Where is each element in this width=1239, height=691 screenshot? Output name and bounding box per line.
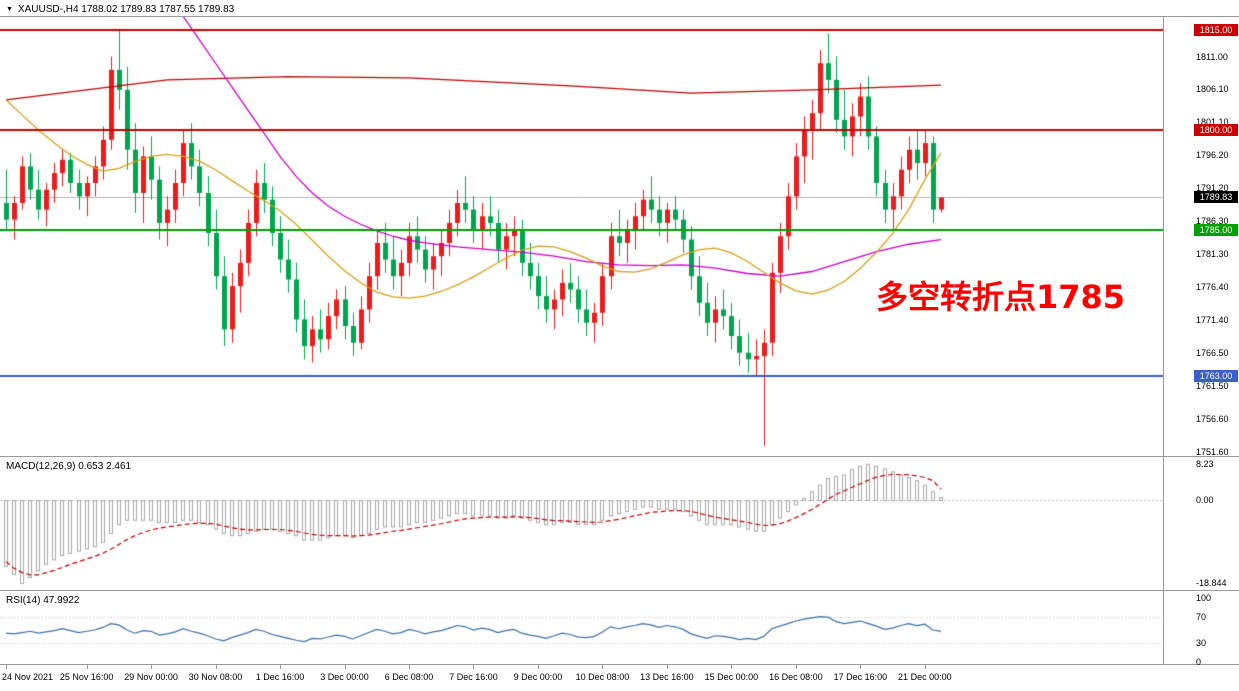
time-axis-tick bbox=[667, 665, 668, 669]
time-axis-tick bbox=[216, 665, 217, 669]
price-axis-separator bbox=[1163, 16, 1164, 665]
price-axis-label: 1776.40 bbox=[1196, 281, 1229, 292]
time-axis-label: 10 Dec 08:00 bbox=[575, 672, 630, 682]
level-price-badge: 1800.00 bbox=[1194, 123, 1238, 136]
rsi-canvas[interactable] bbox=[0, 592, 1163, 664]
price-axis-label: 1806.10 bbox=[1196, 84, 1229, 95]
price-axis-label: 1761.50 bbox=[1196, 380, 1229, 391]
macd-axis-label: 0.00 bbox=[1196, 495, 1214, 505]
rsi-title: RSI(14) 47.9922 bbox=[6, 595, 80, 606]
time-axis-tick bbox=[925, 665, 926, 669]
price-axis-label: 1801.10 bbox=[1196, 117, 1229, 128]
time-axis-tick bbox=[87, 665, 88, 669]
chart-title: XAUUSD-,H4 1788.02 1789.83 1787.55 1789.… bbox=[17, 4, 235, 15]
time-axis-label: 21 Dec 00:00 bbox=[898, 672, 952, 682]
price-axis-label: 1766.50 bbox=[1196, 347, 1229, 358]
time-axis-label: 17 Dec 16:00 bbox=[833, 672, 888, 682]
time-axis-label: 1 Dec 16:00 bbox=[255, 672, 305, 682]
time-axis-label: 30 Nov 08:00 bbox=[188, 672, 243, 682]
time-axis-tick bbox=[280, 665, 281, 669]
macd-canvas[interactable] bbox=[0, 458, 1163, 589]
level-price-badge: 1785.00 bbox=[1194, 223, 1238, 236]
rsi-axis-label: 70 bbox=[1196, 612, 1207, 623]
panel-separator bbox=[0, 456, 1239, 457]
time-axis-tick bbox=[345, 665, 346, 669]
macd-title: MACD(12,26,9) 0.653 2.461 bbox=[6, 461, 132, 472]
price-chart-canvas[interactable] bbox=[0, 17, 1163, 456]
time-axis-tick bbox=[860, 665, 861, 669]
price-axis-label: 1811.00 bbox=[1196, 51, 1228, 62]
time-axis-label: 9 Dec 00:00 bbox=[513, 672, 563, 682]
time-axis-label: 25 Nov 16:00 bbox=[59, 672, 114, 682]
annotation-text[interactable]: 多空转折点1785 bbox=[876, 278, 1126, 316]
time-axis-tick bbox=[151, 665, 152, 669]
rsi-axis-label: 100 bbox=[1196, 593, 1212, 603]
time-axis-label: 15 Dec 00:00 bbox=[704, 672, 759, 682]
time-axis-tick bbox=[731, 665, 732, 669]
price-axis-label: 1786.30 bbox=[1196, 215, 1229, 226]
time-axis-tick bbox=[6, 665, 7, 669]
time-axis-tick bbox=[473, 665, 474, 669]
time-axis-tick bbox=[602, 665, 603, 669]
time-axis-label: 6 Dec 08:00 bbox=[384, 672, 434, 682]
time-axis-tick bbox=[796, 665, 797, 669]
collapse-triangle-icon[interactable]: ▼ bbox=[6, 6, 13, 13]
time-axis-label: 7 Dec 16:00 bbox=[449, 672, 498, 682]
level-price-badge: 1763.00 bbox=[1194, 369, 1238, 382]
chart-header: ▼ XAUUSD-,H4 1788.02 1789.83 1787.55 178… bbox=[6, 3, 234, 16]
price-axis-label: 1791.20 bbox=[1196, 183, 1229, 194]
time-axis-label: 29 Nov 00:00 bbox=[124, 672, 178, 682]
panel-separator bbox=[0, 16, 1239, 17]
panel-separator bbox=[0, 664, 1239, 665]
macd-axis-label: -18.844 bbox=[1196, 577, 1227, 588]
price-axis-label: 1756.60 bbox=[1196, 413, 1229, 424]
time-axis-label: 16 Dec 08:00 bbox=[769, 672, 823, 682]
macd-axis-label: 8.23 bbox=[1196, 458, 1214, 469]
time-axis-tick bbox=[409, 665, 410, 669]
time-axis-label: 3 Dec 00:00 bbox=[320, 672, 369, 682]
panel-separator bbox=[0, 590, 1239, 591]
price-axis-label: 1771.40 bbox=[1196, 315, 1229, 326]
level-price-badge: 1815.00 bbox=[1194, 23, 1238, 36]
rsi-axis-label: 30 bbox=[1196, 637, 1207, 648]
rsi-axis-label: 0 bbox=[1196, 657, 1202, 667]
price-axis-label: 1796.20 bbox=[1196, 150, 1229, 161]
price-axis-label: 1781.30 bbox=[1196, 249, 1229, 260]
time-axis-label: 24 Nov 2021 bbox=[2, 672, 54, 682]
current-price-badge: 1789.83 bbox=[1194, 191, 1238, 204]
time-axis-tick bbox=[538, 665, 539, 669]
time-axis-label: 13 Dec 16:00 bbox=[640, 672, 694, 682]
